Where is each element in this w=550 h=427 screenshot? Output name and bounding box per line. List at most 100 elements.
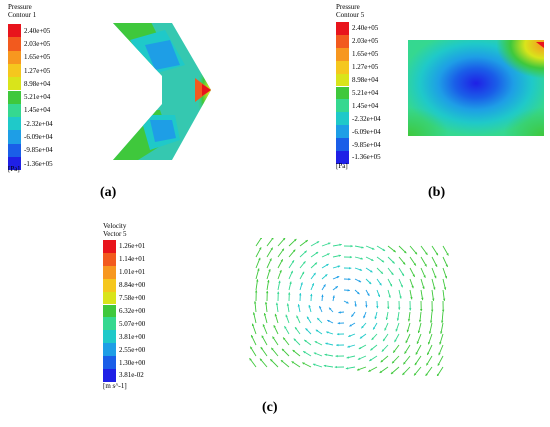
vector-arrowhead <box>381 349 385 352</box>
colorbar-swatch <box>8 37 21 51</box>
vector-arrowhead <box>281 248 284 252</box>
vector-arrowhead <box>294 238 297 242</box>
colorbar-swatch <box>336 34 349 48</box>
caption-c: (c) <box>262 400 278 415</box>
vector-arrowhead <box>443 287 447 290</box>
vector-arrowhead <box>324 274 328 277</box>
vector-arrowhead <box>336 343 339 347</box>
colorbar-tick-label: 2.03e+05 <box>24 39 51 48</box>
vector-arrowhead <box>403 250 407 254</box>
vector-arrowhead <box>414 251 418 255</box>
velocity-vector-plot <box>249 238 449 376</box>
colorbar-swatch <box>103 304 116 318</box>
vector-arrowhead <box>251 335 254 338</box>
vector-arrowhead <box>430 309 434 312</box>
colorbar-swatch <box>336 112 349 126</box>
vector-arrowhead <box>373 327 376 330</box>
vector-arrowhead <box>402 372 405 375</box>
vector-arrowhead <box>270 247 273 251</box>
vector-arrowhead <box>300 282 303 285</box>
vector-arrowhead <box>292 349 296 353</box>
vector-arrowhead <box>315 329 319 333</box>
vector-arrowhead <box>381 259 385 263</box>
colorbar-swatch <box>8 77 21 91</box>
vector-arrowhead <box>363 315 366 319</box>
vector-arrowhead <box>416 341 420 344</box>
vector-arrowhead <box>417 330 421 334</box>
vector-arrowhead <box>293 338 297 341</box>
vector-arrowhead <box>361 325 364 329</box>
vector-arrowhead <box>345 367 349 370</box>
vector-arrowhead <box>269 258 272 261</box>
colorbar-tick-label: 8.98e+04 <box>352 76 379 85</box>
vector-arrowhead <box>259 238 262 240</box>
vector-arrowhead <box>254 290 258 293</box>
vector-arrowhead <box>427 341 431 345</box>
vector-arrowhead <box>296 315 299 319</box>
vector-arrowhead <box>319 306 322 309</box>
vector-arrowhead <box>338 311 341 314</box>
legend-c-subtitle: Vector 5 <box>103 230 127 238</box>
vector-arrowhead <box>339 243 342 247</box>
vector-arrowhead <box>369 358 372 361</box>
vector-arrowhead <box>278 280 281 284</box>
vector-arrowhead <box>347 345 350 348</box>
vector-arrowhead <box>308 305 311 308</box>
legend-b-title: Pressure <box>336 3 360 11</box>
colorbar-tick-label: 1.30e+00 <box>119 358 146 367</box>
vector-arrowhead <box>368 369 371 372</box>
colorbar-tick-label: -1.36e+05 <box>24 159 53 168</box>
vector-arrowhead <box>357 291 360 295</box>
colorbar-tick-label: 8.84e+00 <box>119 281 146 290</box>
vector-arrowhead <box>441 309 445 312</box>
vector-arrowhead <box>266 290 269 294</box>
caption-a: (a) <box>100 185 117 200</box>
vector-arrowhead <box>326 331 329 334</box>
vector-arrowhead <box>271 238 274 240</box>
legend-c-title: Velocity <box>103 222 127 230</box>
vector-arrowhead <box>349 324 352 327</box>
colorbar-tick-label: 1.45e+04 <box>352 101 379 110</box>
vector-arrowhead <box>305 240 308 243</box>
vector-arrowhead <box>357 368 360 371</box>
vector-arrowhead <box>404 351 407 354</box>
vector-arrowhead <box>304 250 307 254</box>
vector-arrowhead <box>302 362 305 365</box>
colorbar-swatch <box>336 73 349 87</box>
vector-arrowhead <box>358 279 362 283</box>
vector-arrowhead <box>271 347 274 351</box>
vector-arrowhead <box>437 373 440 376</box>
vector-arrowhead <box>413 263 416 266</box>
vector-arrowhead <box>410 296 413 300</box>
colorbar-swatch <box>103 291 116 305</box>
colorbar-tick-label: -9.85e+04 <box>24 146 53 155</box>
colorbar-swatch <box>8 63 21 78</box>
colorbar-tick-label: 2.40e+05 <box>24 26 51 35</box>
colorbar-tick-label: -6.09e+04 <box>352 127 381 136</box>
vector-arrowhead <box>446 253 449 256</box>
vector-arrowhead <box>411 285 414 289</box>
vector-arrowhead <box>420 308 423 312</box>
vector-arrowhead <box>371 337 374 340</box>
colorbar-swatch <box>336 138 349 151</box>
caption-b: (b) <box>428 185 446 200</box>
legend-c-unit: [m s^-1] <box>103 382 127 390</box>
vector-arrowhead <box>257 268 260 271</box>
vector-arrowhead <box>358 346 362 349</box>
vector-arrowhead <box>323 364 327 368</box>
vector-arrowhead <box>303 261 306 264</box>
colorbar-swatch <box>8 90 21 104</box>
vector-arrowhead <box>261 335 264 339</box>
vector-arrowhead <box>274 313 277 317</box>
vector-arrowhead <box>374 316 377 320</box>
colorbar-tick-label: 5.21e+04 <box>24 93 51 102</box>
vector-arrowhead <box>409 308 412 311</box>
vector-arrowhead <box>280 360 284 363</box>
colorbar-swatch <box>103 343 116 357</box>
vector-arrowhead <box>351 314 354 317</box>
vector-arrowhead <box>382 248 386 251</box>
vector-arrowhead <box>360 257 363 260</box>
vector-arrowhead <box>264 301 268 305</box>
vector-arrowhead <box>425 373 428 376</box>
vector-arrowhead <box>262 324 265 327</box>
